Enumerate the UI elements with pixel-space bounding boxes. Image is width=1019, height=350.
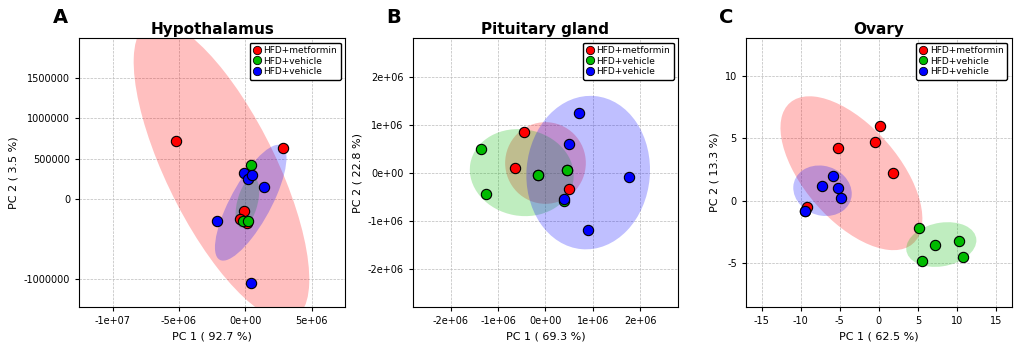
Ellipse shape — [470, 129, 573, 216]
Point — [243, 162, 259, 168]
Ellipse shape — [905, 222, 975, 267]
X-axis label: PC 1 ( 69.3 %): PC 1 ( 69.3 %) — [505, 332, 585, 342]
Point — [833, 195, 849, 201]
Point — [580, 228, 596, 233]
Point — [560, 187, 577, 192]
Point — [478, 191, 494, 197]
Point — [243, 280, 259, 286]
Legend: HFD+metformin, HFD+vehicle, HFD+vehicle: HFD+metformin, HFD+vehicle, HFD+vehicle — [915, 43, 1006, 79]
Point — [516, 129, 532, 134]
Ellipse shape — [780, 96, 921, 250]
Point — [231, 216, 248, 222]
Point — [239, 218, 256, 224]
Point — [274, 145, 290, 151]
X-axis label: PC 1 ( 92.7 %): PC 1 ( 92.7 %) — [172, 332, 252, 342]
Point — [871, 123, 888, 128]
Point — [530, 172, 546, 178]
Point — [555, 198, 572, 204]
X-axis label: PC 1 ( 62.5 %): PC 1 ( 62.5 %) — [839, 332, 918, 342]
Point — [883, 170, 900, 176]
Point — [473, 146, 489, 152]
Point — [913, 258, 929, 264]
Point — [798, 204, 814, 210]
Point — [796, 208, 812, 213]
Point — [954, 254, 970, 260]
Point — [235, 208, 252, 213]
Point — [256, 184, 272, 189]
Point — [796, 208, 812, 213]
Point — [829, 186, 846, 191]
Point — [239, 220, 256, 226]
Point — [244, 172, 260, 177]
Point — [558, 167, 575, 173]
Point — [506, 165, 523, 170]
Y-axis label: PC 2 ( 22.8 %): PC 2 ( 22.8 %) — [352, 133, 362, 212]
Point — [926, 242, 943, 247]
Text: C: C — [718, 8, 733, 27]
Legend: HFD+metformin, HFD+vehicle, HFD+vehicle: HFD+metformin, HFD+vehicle, HFD+vehicle — [250, 43, 340, 79]
Point — [235, 170, 252, 176]
Text: B: B — [385, 8, 400, 27]
Point — [209, 218, 225, 224]
Y-axis label: PC 2 ( 13.3 %): PC 2 ( 13.3 %) — [708, 133, 718, 212]
Title: Pituitary gland: Pituitary gland — [481, 22, 609, 37]
Point — [239, 176, 256, 181]
Point — [555, 196, 572, 202]
Point — [910, 225, 926, 231]
Point — [235, 218, 252, 224]
Title: Ovary: Ovary — [853, 22, 903, 37]
Point — [620, 175, 636, 180]
Ellipse shape — [526, 96, 649, 249]
Ellipse shape — [235, 177, 259, 228]
Ellipse shape — [793, 166, 851, 216]
Ellipse shape — [133, 21, 309, 320]
Title: Hypothalamus: Hypothalamus — [150, 22, 274, 37]
Ellipse shape — [504, 122, 585, 204]
Point — [570, 110, 586, 116]
Point — [558, 167, 575, 173]
Point — [950, 238, 966, 244]
Y-axis label: PC 2 ( 3.5 %): PC 2 ( 3.5 %) — [8, 136, 18, 209]
Point — [530, 172, 546, 178]
Point — [813, 183, 829, 189]
Point — [866, 139, 882, 145]
Point — [824, 173, 841, 178]
Ellipse shape — [215, 145, 286, 261]
Point — [168, 138, 184, 144]
Text: A: A — [53, 8, 68, 27]
Legend: HFD+metformin, HFD+vehicle, HFD+vehicle: HFD+metformin, HFD+vehicle, HFD+vehicle — [583, 43, 674, 79]
Point — [560, 141, 577, 147]
Point — [829, 145, 846, 151]
